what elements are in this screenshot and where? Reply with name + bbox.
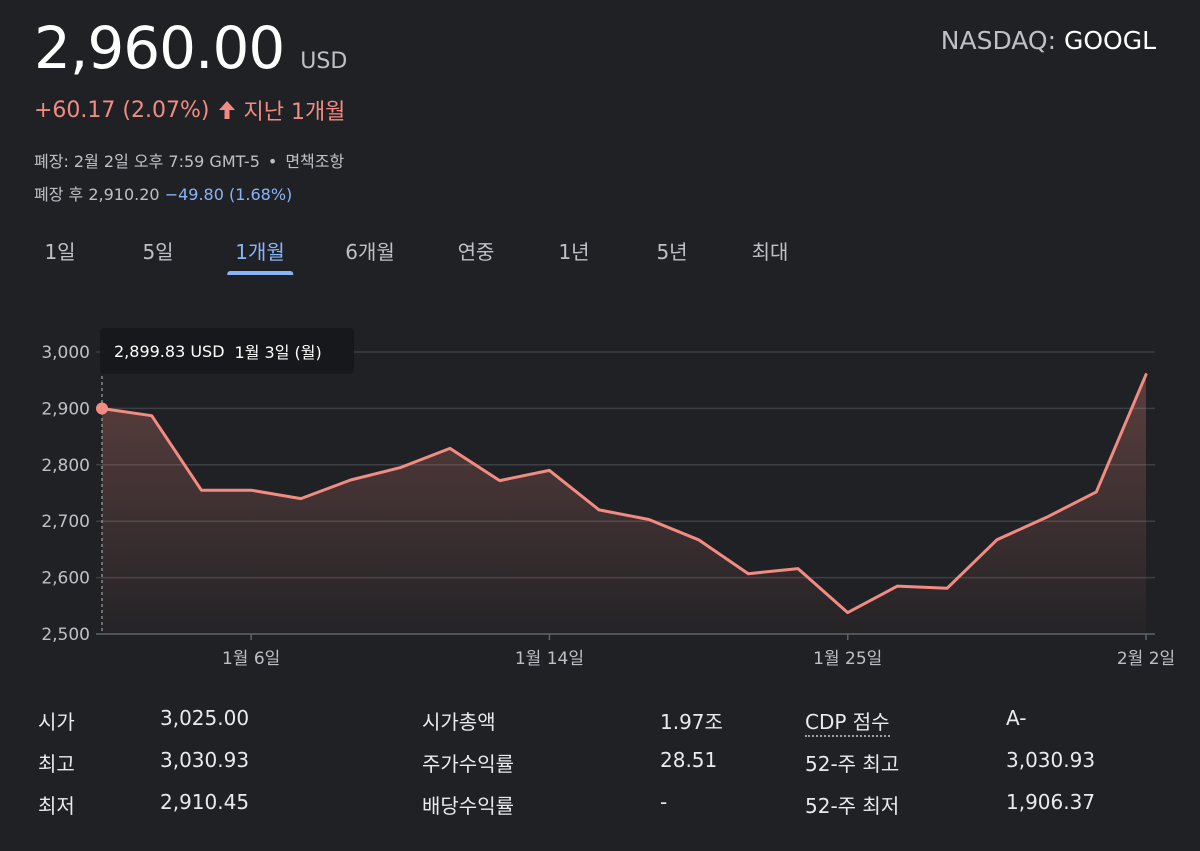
tab-label: 6개월 <box>345 240 395 264</box>
y-tick-label: 2,900 <box>41 399 90 419</box>
disclaimer-link[interactable]: 면책조항 <box>285 152 345 171</box>
separator-dot: • <box>267 152 278 171</box>
tab-label: 최대 <box>751 240 789 264</box>
tab-1m[interactable]: 1개월 <box>227 236 293 277</box>
after-hours-row: 폐장 후 2,910.20 −49.80 (1.68%) <box>34 181 292 205</box>
active-tab-indicator <box>227 271 293 275</box>
close-info-row: 폐장: 2월 2일 오후 7:59 GMT-5 • 면책조항 <box>34 148 344 172</box>
y-tick-label: 2,600 <box>41 569 90 589</box>
stat-value-cdp-score: A- <box>1006 706 1027 730</box>
stat-value-market-cap: 1.97조 <box>660 710 723 734</box>
stats-row: 최저 2,910.45 배당수익률 - 52-주 최저 1,906.37 <box>0 790 1200 830</box>
tab-label: 1일 <box>44 240 76 264</box>
price-area <box>102 374 1146 634</box>
stat-value-pe-ratio: 28.51 <box>660 748 718 772</box>
y-tick-label: 2,500 <box>41 625 90 645</box>
currency-label: USD <box>300 49 348 74</box>
after-hours-price: 폐장 후 2,910.20 <box>34 185 160 204</box>
y-tick-label: 3,000 <box>41 343 90 363</box>
stat-value-52w-low: 1,906.37 <box>1006 790 1096 814</box>
tab-label: 1개월 <box>235 240 285 264</box>
stat-label-52w-low: 52-주 최저 <box>805 794 900 818</box>
stat-label-pe-ratio: 주가수익률 <box>422 752 514 776</box>
x-tick-label: 1월 14일 <box>515 649 584 669</box>
y-tick-label: 2,700 <box>41 512 90 532</box>
stat-value-open: 3,025.00 <box>160 706 250 730</box>
current-price: 2,960.00 <box>34 14 285 82</box>
tab-label: 5일 <box>142 240 174 264</box>
after-hours-change: −49.80 (1.68%) <box>164 185 293 204</box>
hover-point <box>96 402 108 415</box>
tab-6m[interactable]: 6개월 <box>345 236 395 277</box>
tab-label: 연중 <box>457 240 495 264</box>
stat-label-open: 시가 <box>38 710 75 734</box>
tab-label: 1년 <box>558 240 590 264</box>
stat-value-high: 3,030.93 <box>160 748 250 772</box>
x-tick-label: 2월 2일 <box>1117 649 1175 669</box>
price-change: +60.17 (2.07%) <box>34 97 210 123</box>
y-tick-label: 2,800 <box>41 456 90 476</box>
tab-5d[interactable]: 5일 <box>142 236 173 277</box>
price-change-row: +60.17 (2.07%) 지난 1개월 <box>34 94 345 126</box>
ticker-symbol: GOOGL <box>1063 26 1156 55</box>
stat-label-52w-high: 52-주 최고 <box>805 752 900 776</box>
stat-value-dividend-yield: - <box>660 790 668 814</box>
change-period: 지난 1개월 <box>243 100 346 125</box>
tab-1y[interactable]: 1년 <box>558 236 589 277</box>
tooltip-price: 2,899.83 USD <box>114 341 225 361</box>
tab-5y[interactable]: 5년 <box>656 236 687 277</box>
chart-tooltip: 2,899.83 USD 1월 3일 (월) <box>100 328 354 374</box>
quote-header: 2,960.00 USD <box>34 14 347 82</box>
arrow-up-icon <box>219 101 236 119</box>
stat-label-high: 최고 <box>38 752 75 776</box>
tab-ytd[interactable]: 연중 <box>458 236 495 277</box>
price-chart[interactable]: 3,000 2,900 2,800 2,700 2,600 2,500 1월 6일 1월 14… <box>0 300 1200 680</box>
range-tabs: 1일 5일 1개월 6개월 연중 1년 5년 최대 <box>0 236 860 284</box>
stat-value-low: 2,910.45 <box>160 790 250 814</box>
stat-label-dividend-yield: 배당수익률 <box>422 794 514 818</box>
price-line <box>100 373 1148 615</box>
x-tick-label: 1월 25일 <box>813 649 882 669</box>
tab-1d[interactable]: 1일 <box>44 236 75 277</box>
tooltip-date: 1월 3일 (월) <box>234 343 322 362</box>
tab-label: 5년 <box>656 240 688 264</box>
stats-row: 시가 3,025.00 시가총액 1.97조 CDP 점수 A- <box>0 706 1200 746</box>
exchange-name: NASDAQ: <box>940 26 1057 55</box>
x-tick-label: 1월 6일 <box>222 649 280 669</box>
stat-label-cdp-score[interactable]: CDP 점수 <box>805 706 890 737</box>
stat-value-52w-high: 3,030.93 <box>1006 748 1096 772</box>
tab-max[interactable]: 최대 <box>752 236 789 277</box>
ticker-label: NASDAQ: GOOGL <box>941 26 1156 55</box>
stat-label-market-cap: 시가총액 <box>422 710 496 734</box>
stats-row: 최고 3,030.93 주가수익률 28.51 52-주 최고 3,030.93 <box>0 748 1200 788</box>
stat-label-low: 최저 <box>38 794 75 818</box>
close-info: 폐장: 2월 2일 오후 7:59 GMT-5 <box>34 152 260 171</box>
